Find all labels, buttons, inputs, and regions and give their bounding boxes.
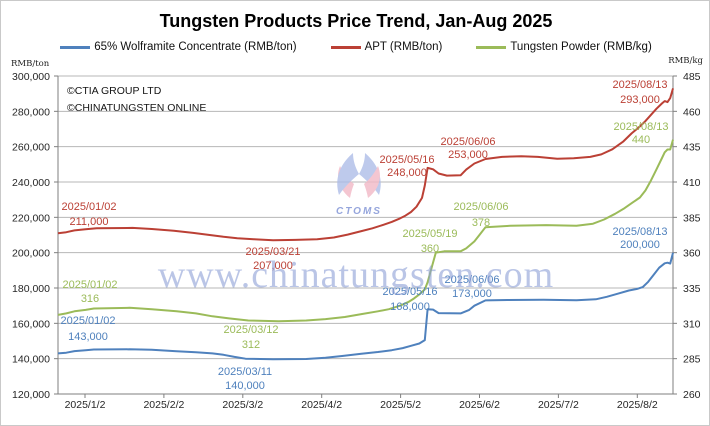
copyright-line-1: ©CTIA GROUP LTD — [67, 85, 162, 97]
annotation-value: 312 — [242, 339, 260, 351]
legend-swatch-apt — [330, 45, 361, 49]
right-axis-tick-label: 285 — [683, 354, 701, 366]
right-axis-tick-label: 310 — [683, 318, 701, 330]
annotation-value: 211,000 — [70, 216, 109, 228]
chart-legend: 65% Wolframite Concentrate (RMB/ton) APT … — [1, 41, 709, 53]
annotation-date: 2025/05/19 — [402, 228, 457, 240]
left-axis-tick-label: 120,000 — [12, 389, 50, 401]
annotation-value: 207,000 — [253, 260, 293, 272]
annotation-date: 2025/08/13 — [612, 226, 667, 238]
left-axis-tick-label: 220,000 — [12, 212, 50, 224]
annotation-date: 2025/06/06 — [444, 274, 499, 286]
x-axis-tick-label: 2025/6/2 — [459, 399, 500, 411]
right-axis-tick-label: 485 — [683, 71, 701, 83]
annotation-date: 2025/08/13 — [613, 121, 668, 133]
logo-flame-pink-right — [364, 166, 380, 198]
annotation-value: 253,000 — [448, 149, 488, 161]
chart-title: Tungsten Products Price Trend, Jan-Aug 2… — [159, 11, 553, 31]
annotation-value: 440 — [632, 134, 650, 146]
annotation-value: 143,000 — [68, 331, 108, 343]
annotation-value: 140,000 — [225, 380, 265, 392]
x-axis-tick-label: 2025/8/2 — [617, 399, 658, 411]
annotation-value: 316 — [81, 293, 99, 305]
left-axis-tick-label: 260,000 — [12, 142, 50, 154]
annotation-date: 2025/08/13 — [612, 79, 667, 91]
watermark-logo: CTOMS — [336, 153, 382, 217]
x-axis-tick-label: 2025/3/2 — [222, 399, 263, 411]
left-axis-tick-label: 240,000 — [12, 177, 50, 189]
annotation-date: 2025/03/12 — [223, 324, 278, 336]
annotation-date: 2025/05/16 — [379, 154, 434, 166]
left-axis-tick-label: 300,000 — [12, 71, 50, 83]
annotation-value: 293,000 — [620, 94, 660, 106]
series-line-powder — [57, 139, 674, 323]
legend-label-apt: APT (RMB/ton) — [364, 41, 443, 53]
left-axis-tick-label: 200,000 — [12, 248, 50, 260]
annotation-date: 2025/06/06 — [440, 136, 495, 148]
series-line-wolframite — [57, 252, 674, 361]
left-axis-tick-label: 180,000 — [12, 283, 50, 295]
x-axis-tick-label: 2025/1/2 — [65, 399, 106, 411]
x-axis-tick-label: 2025/7/2 — [538, 399, 579, 411]
left-axis-tick-label: 280,000 — [12, 106, 50, 118]
left-axis-tick-label: 160,000 — [12, 318, 50, 330]
right-axis-tick-label: 360 — [683, 248, 701, 260]
annotation-date: 2025/06/06 — [453, 201, 508, 213]
x-axis-tick-label: 2025/2/2 — [143, 399, 184, 411]
right-axis-tick-label: 385 — [683, 212, 701, 224]
right-axis-tick-label: 435 — [683, 142, 701, 154]
annotation-value: 360 — [421, 243, 439, 255]
annotation-date: 2025/01/02 — [61, 201, 116, 213]
legend-label-powder: Tungsten Powder (RMB/kg) — [510, 41, 652, 53]
right-axis-tick-label: 410 — [683, 177, 701, 189]
annotation-value: 168,000 — [390, 301, 430, 313]
legend-item-wolframite: 65% Wolframite Concentrate (RMB/ton) — [60, 41, 297, 53]
annotation-date: 2025/05/16 — [382, 286, 437, 298]
legend-swatch-wolframite — [60, 45, 91, 49]
annotation-value: 200,000 — [620, 239, 660, 251]
x-axis-tick-label: 2025/5/2 — [380, 399, 421, 411]
annotation-date: 2025/01/02 — [62, 279, 117, 291]
legend-item-powder: Tungsten Powder (RMB/kg) — [476, 41, 652, 53]
right-axis-tick-label: 460 — [683, 106, 701, 118]
left-axis-tick-label: 140,000 — [12, 354, 50, 366]
annotation-date: 2025/03/21 — [245, 246, 300, 258]
series-line-apt — [57, 88, 674, 242]
x-axis-tick-label: 2025/4/2 — [301, 399, 342, 411]
right-axis-tick-label: 260 — [683, 389, 701, 401]
annotation-date: 2025/03/11 — [218, 366, 272, 378]
legend-item-apt: APT (RMB/ton) — [330, 41, 443, 53]
legend-label-wolframite: 65% Wolframite Concentrate (RMB/ton) — [94, 41, 297, 53]
legend-swatch-powder — [476, 45, 507, 49]
annotation-value: 248,000 — [387, 167, 427, 179]
left-axis-unit-label: RMB/ton — [11, 59, 50, 69]
annotation-value: 173,000 — [452, 288, 492, 300]
right-axis-tick-label: 335 — [683, 283, 701, 295]
logo-flame-blue-left — [337, 153, 359, 195]
annotation-value: 378 — [472, 217, 490, 229]
right-axis-unit-label: RMB/kg — [668, 56, 703, 66]
logo-caption: CTOMS — [336, 206, 382, 217]
annotation-date: 2025/01/02 — [60, 315, 115, 327]
